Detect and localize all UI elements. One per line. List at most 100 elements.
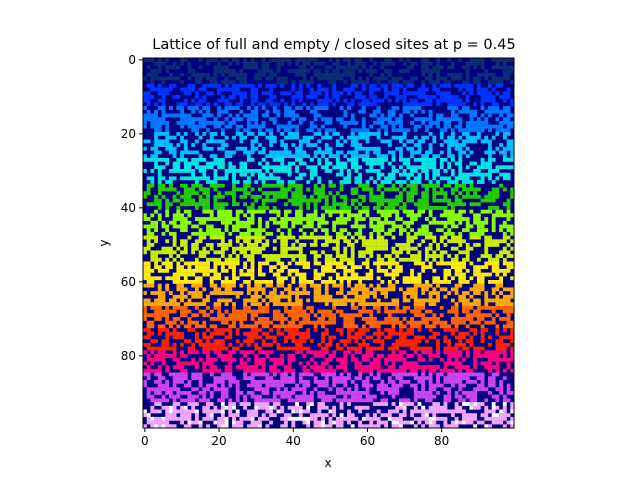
lattice-cell [283,102,288,107]
lattice-cell [202,72,207,77]
lattice-cell [157,106,162,110]
lattice-cell [369,95,374,99]
lattice-cell [499,379,504,384]
lattice-cell [187,379,192,384]
lattice-cell [250,331,255,336]
lattice-cell [369,243,374,247]
lattice-cell [458,176,463,181]
lattice-cell [280,194,285,199]
lattice-cell [150,231,155,236]
lattice-cell [473,65,478,70]
lattice-cell [473,272,478,277]
lattice-cell [373,76,377,81]
lattice-cell [217,209,222,214]
lattice-cell [265,372,270,377]
lattice-cell [258,368,262,373]
lattice-cell [454,176,459,181]
lattice-cell [183,372,188,377]
lattice-cell [439,143,444,147]
lattice-cell [246,339,251,344]
lattice-cell [261,305,266,310]
lattice-cell [380,198,385,203]
lattice-cell [369,113,374,118]
lattice-cell [395,372,400,377]
lattice-cell [335,342,340,347]
lattice-cell [172,243,177,247]
lattice-cell [317,180,322,184]
lattice-cell [476,298,481,303]
lattice-cell [209,209,214,214]
lattice-cell [295,191,299,196]
lattice-cell [369,350,374,355]
lattice-cell [384,383,389,388]
lattice-cell [450,202,455,207]
lattice-cell [354,91,359,96]
lattice-cell [462,257,466,262]
lattice-cell [146,202,151,207]
lattice-cell [172,350,177,355]
lattice-cell [213,120,218,125]
lattice-cell [306,224,311,229]
lattice-cell [213,287,218,292]
lattice-cell [491,228,496,233]
lattice-cell [391,379,396,384]
lattice-cell [432,80,437,85]
lattice-cell [302,354,307,358]
lattice-cell [328,135,333,140]
lattice-cell [183,165,188,170]
lattice-cell [343,220,348,225]
lattice-cell [343,342,348,347]
lattice-cell [157,350,162,355]
lattice-cell [421,346,426,351]
lattice-cell [243,65,248,70]
lattice-cell [176,372,181,377]
lattice-cell [439,320,444,325]
lattice-cell [157,268,162,273]
lattice-cell [391,309,396,314]
lattice-cell [465,268,470,273]
lattice-cell [313,106,318,110]
lattice-cell [157,183,162,188]
lattice-cell [324,65,329,70]
lattice-cell [295,213,299,218]
lattice-cell [250,206,255,210]
lattice-cell [243,58,248,62]
lattice-cell [491,357,496,362]
lattice-cell [465,176,470,181]
lattice-cell [269,328,273,332]
lattice-cell [458,383,463,388]
lattice-cell [491,268,496,273]
lattice-cell [321,379,325,384]
lattice-cell [272,372,277,377]
lattice-cell [272,357,277,362]
lattice-cell [287,331,292,336]
lattice-cell [265,239,270,244]
lattice-cell [161,102,166,107]
lattice-cell [272,287,277,292]
lattice-cell [398,124,403,129]
lattice-cell [387,172,392,177]
lattice-cell [376,335,381,340]
lattice-cell [439,357,444,362]
lattice-cell [220,328,225,332]
lattice-cell [269,379,273,384]
lattice-cell [480,102,485,107]
lattice-cell [298,250,303,255]
lattice-cell [380,213,385,218]
lattice-cell [469,317,474,321]
lattice-cell [224,69,229,73]
lattice-cell [243,361,248,366]
lattice-cell [480,58,485,62]
lattice-cell [350,72,355,77]
lattice-cell [309,128,314,133]
lattice-cell [499,76,504,81]
lattice-cell [165,354,170,358]
lattice-cell [502,76,507,81]
lattice-cell [469,61,474,66]
lattice-cell [154,69,158,73]
lattice-cell [469,261,474,266]
lattice-cell [235,254,240,258]
lattice-cell [276,154,281,159]
lattice-cell [235,276,240,281]
lattice-cell [165,283,170,288]
